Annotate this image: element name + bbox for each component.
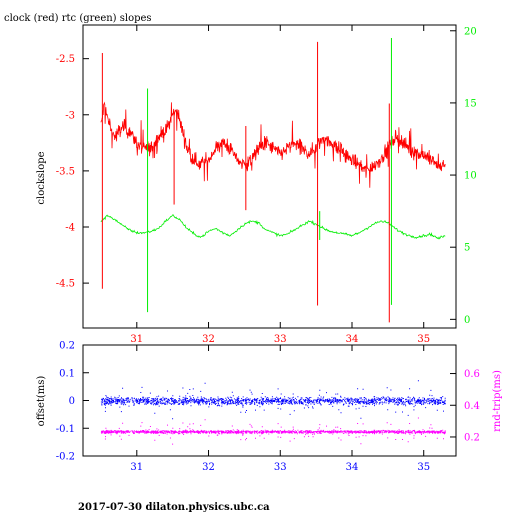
top-y-tick-label: -2.5 <box>56 54 75 65</box>
top-y-tick-label: -3.5 <box>56 166 75 177</box>
bottom-series-group <box>100 380 446 445</box>
chart-title: clock (red) rtc (green) slopes <box>4 13 152 24</box>
series-clock-line <box>100 101 446 188</box>
bottom-y2-tick-label: 0.4 <box>464 401 480 412</box>
top-y2-tick-label: 10 <box>464 171 477 182</box>
top-y2-tick-label: 0 <box>464 315 470 326</box>
bottom-y-tick-label: 0.1 <box>59 368 75 379</box>
bottom-y-tick-label: -0.2 <box>56 452 75 463</box>
top-x-tick-label: 34 <box>346 334 359 345</box>
top-y-axis-label: clockslope <box>36 151 47 204</box>
top-series-group <box>100 37 446 323</box>
top-y2-axis: 0 5 10 15 20 <box>450 26 477 326</box>
bottom-y-tick-label: -0.1 <box>56 424 75 435</box>
bottom-x-tick-label: 35 <box>417 462 430 473</box>
bottom-x-tick-label: 33 <box>274 462 287 473</box>
bottom-y-tick-label: 0.2 <box>59 341 75 352</box>
series-rnd-trip-points <box>100 417 446 445</box>
top-x-tick-label: 31 <box>130 334 143 345</box>
bottom-x-axis: 31 32 33 34 35 <box>130 345 430 473</box>
top-y2-tick-label: 15 <box>464 98 477 109</box>
top-panel-frame <box>82 24 457 329</box>
top-y-axis: -4.5 -4 -3.5 -3 -2.5 <box>56 54 89 290</box>
top-x-axis: 31 32 33 34 35 <box>130 25 430 345</box>
top-y-tick-label: -4 <box>65 223 75 234</box>
top-x-tick-label: 33 <box>274 334 287 345</box>
bottom-y2-axis: 0.2 0.4 0.6 <box>450 369 480 443</box>
bottom-y-tick-label: 0 <box>69 396 75 407</box>
top-x-tick-label: 35 <box>417 334 430 345</box>
bottom-y-axis: -0.2 -0.1 0 0.1 0.2 <box>56 341 89 463</box>
footer-text: 2017-07-30 dilaton.physics.ubc.ca <box>78 502 270 512</box>
bottom-y2-tick-label: 0.6 <box>464 369 480 380</box>
top-y2-tick-label: 20 <box>464 26 477 37</box>
top-y2-tick-label: 5 <box>464 243 470 254</box>
bottom-x-tick-label: 34 <box>346 462 359 473</box>
series-offset-points <box>100 380 446 420</box>
top-x-tick-label: 32 <box>202 334 215 345</box>
top-y-tick-label: -3 <box>65 110 75 121</box>
bottom-panel: 31 32 33 34 35 -0.2 -0.1 0 0.1 0.2 0.2 0.4 0.6 off… <box>36 341 503 474</box>
bottom-y2-tick-label: 0.2 <box>464 432 480 443</box>
top-panel: 31 32 33 34 35 -4.5 -4 -3.5 -3 -2.5 0 5 10 15 20 clo… <box>36 24 477 345</box>
bottom-x-tick-label: 31 <box>130 462 143 473</box>
series-rtc-line <box>100 214 446 240</box>
bottom-y2-axis-label: rnd-trip(ms) <box>492 370 503 432</box>
bottom-x-tick-label: 32 <box>202 462 215 473</box>
bottom-y-axis-label: offset(ms) <box>36 376 47 427</box>
top-y-tick-label: -4.5 <box>56 279 75 290</box>
